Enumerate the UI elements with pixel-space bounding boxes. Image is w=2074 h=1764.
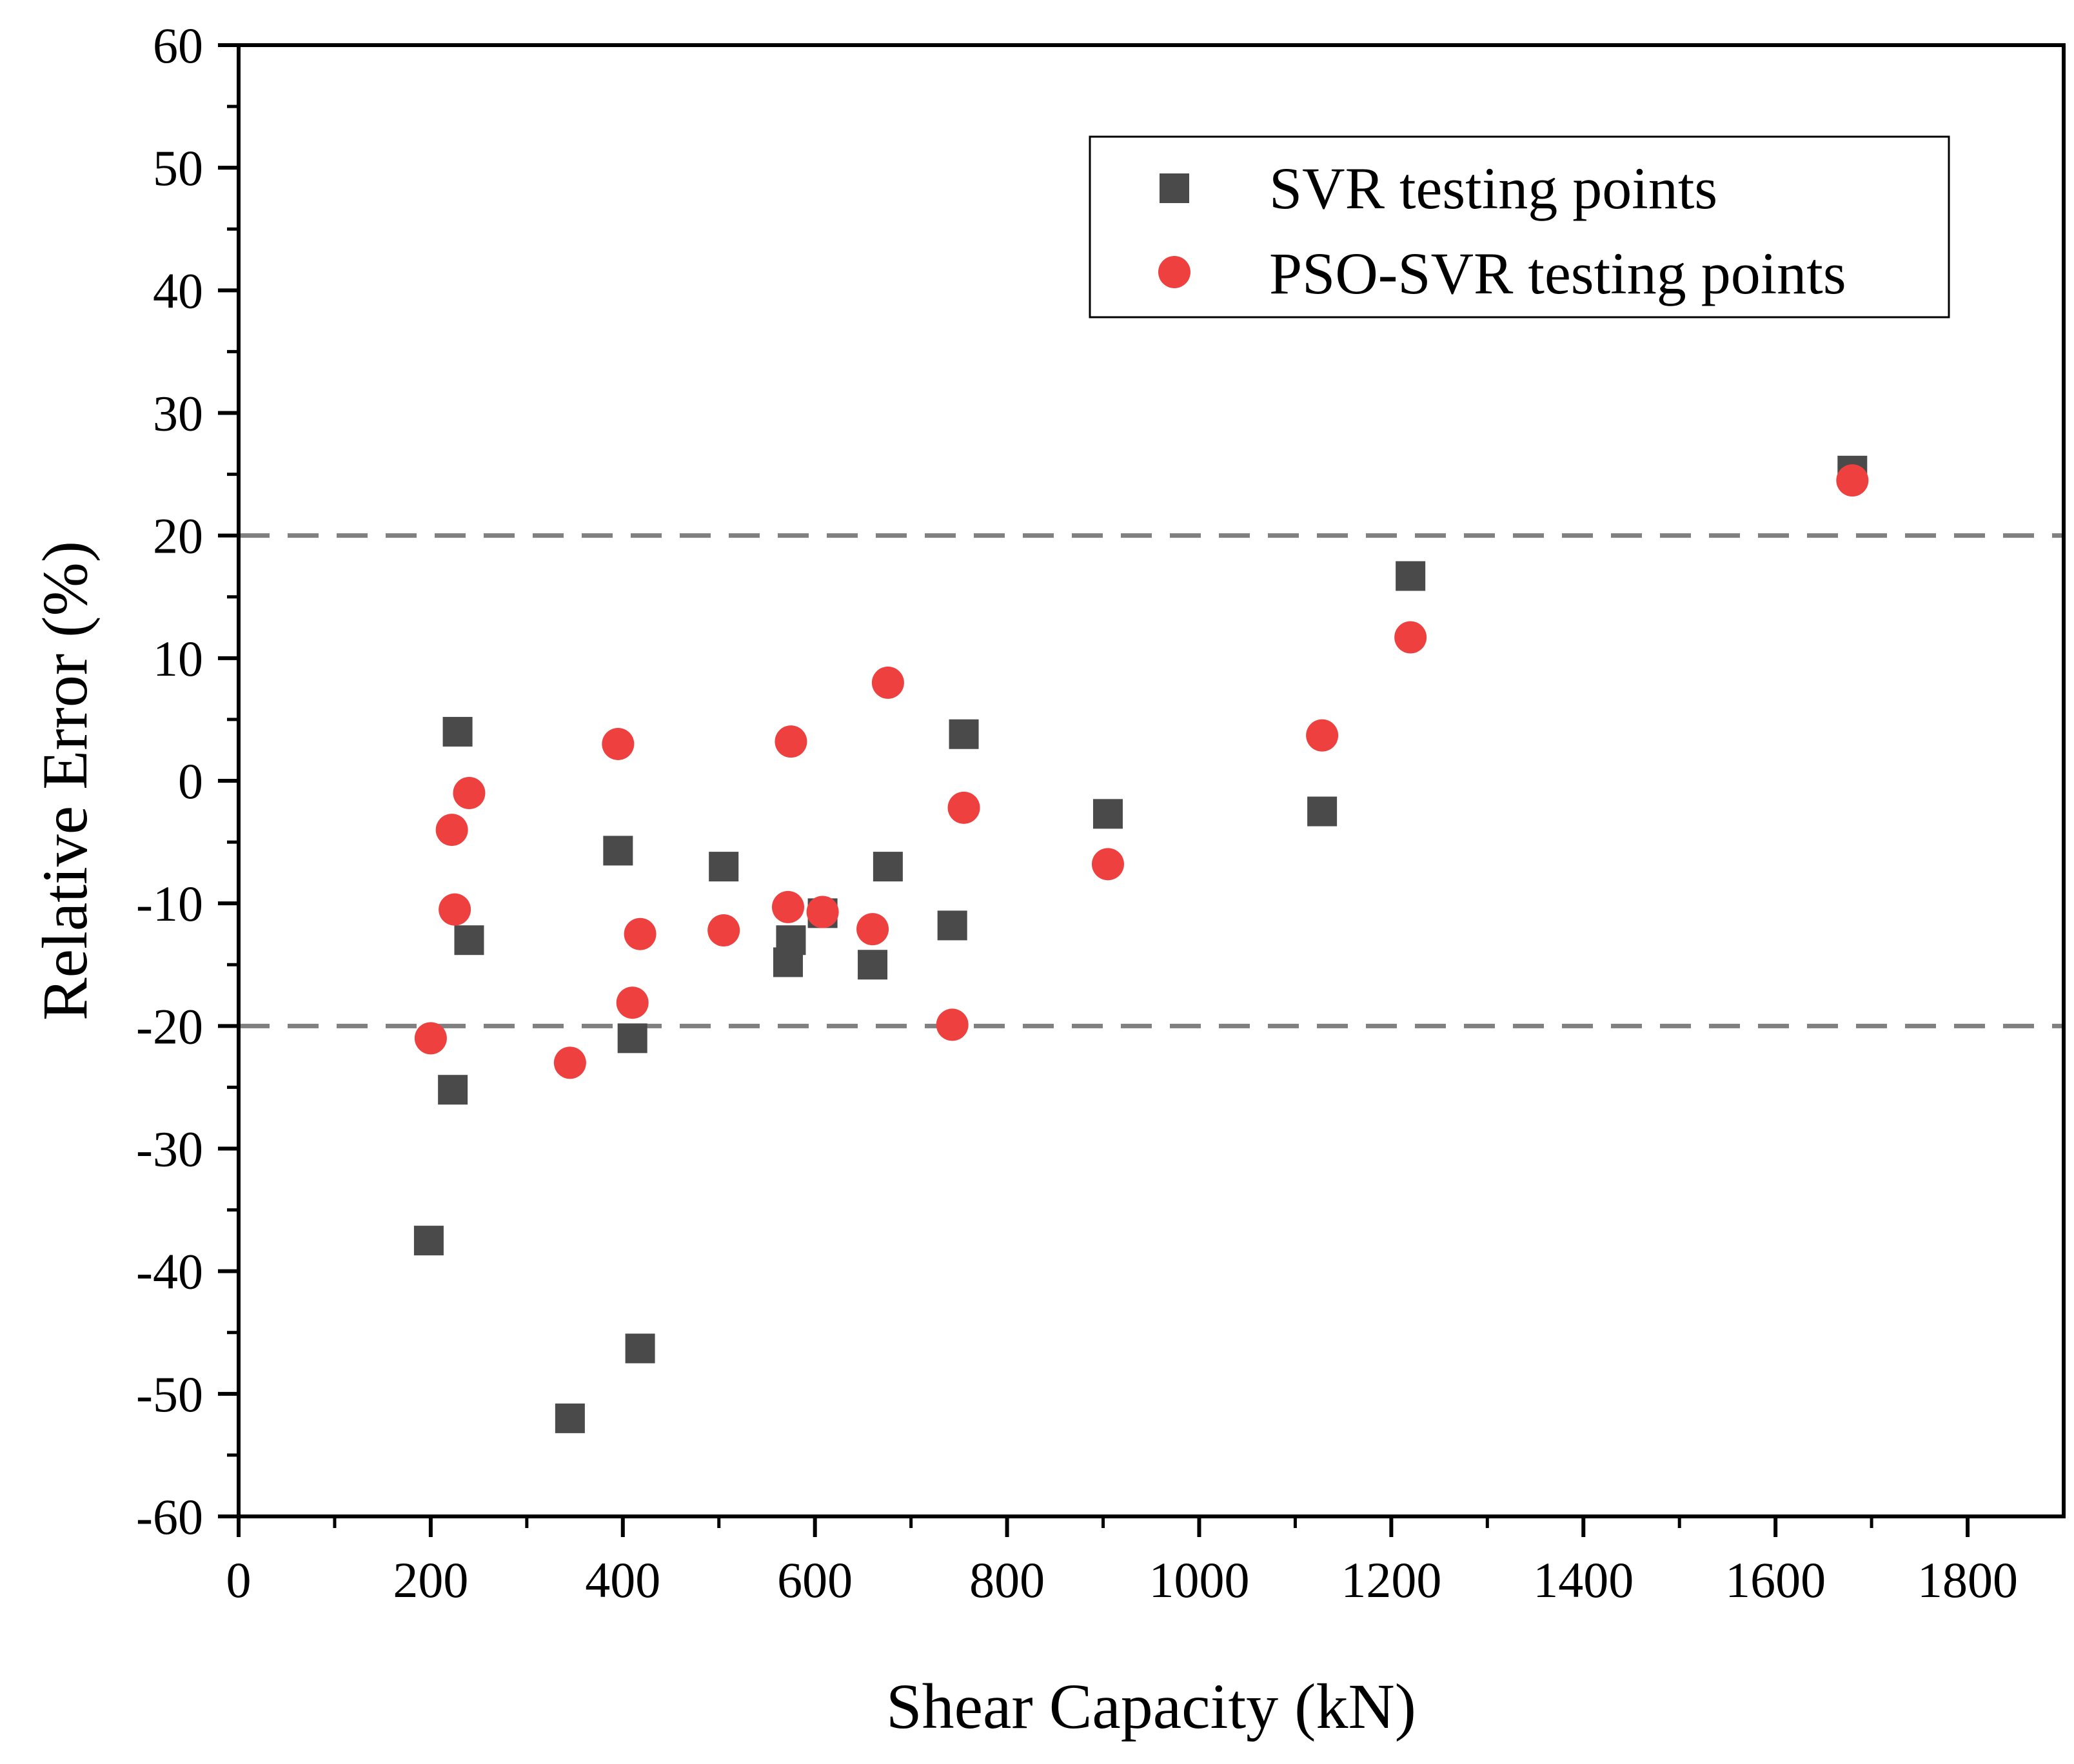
x-tick-label: 400	[585, 1552, 660, 1608]
pso-svr-point	[936, 1008, 969, 1041]
y-tick-label: 20	[153, 508, 203, 564]
y-tick-label: -60	[136, 1489, 203, 1545]
svr-point	[776, 925, 806, 956]
legend-label-pso-svr: PSO-SVR testing points	[1269, 240, 1846, 306]
pso-svr-point	[616, 986, 649, 1019]
x-tick-label: 600	[777, 1552, 853, 1608]
x-tick-label: 1800	[1917, 1552, 2018, 1608]
legend-box	[1089, 135, 1950, 318]
x-tick-label: 1200	[1341, 1552, 1441, 1608]
legend-marker-pso-svr	[1158, 256, 1190, 288]
pso-svr-point	[806, 896, 839, 928]
pso-svr-point	[435, 814, 468, 847]
svr-point	[617, 1023, 647, 1054]
x-tick-label: 1400	[1533, 1552, 1634, 1608]
svr-point	[603, 836, 633, 866]
svr-point	[709, 852, 739, 882]
axis-ticks: 0 200 400 600 800 1000 1200 1400 1600 1800-60-50-…	[136, 17, 2018, 1608]
y-tick-label: -40	[136, 1244, 203, 1300]
pso-svr-point	[624, 917, 657, 950]
pso-svr-point	[871, 666, 904, 699]
pso-svr-point	[856, 913, 889, 946]
x-tick-label: 800	[969, 1552, 1045, 1608]
y-tick-label: -10	[136, 876, 203, 932]
legend: SVR testing points PSO-SVR testing point…	[1089, 135, 1950, 318]
x-tick-label: 1000	[1149, 1552, 1249, 1608]
pso-svr-point	[947, 791, 980, 824]
pso-svr-point	[771, 890, 804, 923]
x-tick-label: 0	[226, 1552, 252, 1608]
y-tick-label: -20	[136, 998, 203, 1054]
pso-svr-point	[1394, 621, 1427, 654]
y-tick-label: 60	[153, 17, 203, 74]
svr-point	[858, 950, 888, 980]
pso-svr-point	[414, 1022, 447, 1055]
legend-marker-svr	[1160, 173, 1189, 203]
y-tick-label: 10	[153, 631, 203, 687]
svr-point	[873, 852, 903, 882]
data-points	[413, 455, 1869, 1433]
pso-svr-point	[553, 1046, 586, 1079]
x-axis-title: Shear Capacity (kN)	[886, 1671, 1416, 1742]
pso-svr-point	[1306, 719, 1339, 752]
x-tick-label: 1600	[1725, 1552, 1826, 1608]
svr-point	[1396, 561, 1426, 591]
x-tick-label: 200	[393, 1552, 468, 1608]
pso-svr-point	[1091, 848, 1124, 881]
svr-point	[413, 1226, 444, 1256]
svr-point	[438, 1075, 468, 1105]
reference-lines	[239, 533, 2064, 1028]
y-tick-label: 50	[153, 140, 203, 196]
y-tick-label: 0	[178, 753, 203, 809]
svr-point	[555, 1403, 585, 1433]
svr-point	[1307, 796, 1338, 827]
y-axis-title: Relative Error (%)	[29, 541, 101, 1021]
y-tick-label: -30	[136, 1121, 203, 1177]
pso-svr-point	[1836, 464, 1869, 497]
svr-point	[625, 1333, 655, 1364]
svr-point	[949, 719, 979, 749]
svr-point	[1092, 799, 1123, 829]
y-tick-label: -50	[136, 1366, 203, 1422]
pso-svr-point	[602, 727, 635, 760]
pso-svr-point	[453, 777, 486, 810]
svr-point	[454, 925, 484, 956]
svr-point	[937, 910, 967, 941]
svr-point	[442, 716, 473, 747]
legend-label-svr: SVR testing points	[1269, 155, 1717, 221]
y-tick-label: 30	[153, 386, 203, 442]
pso-svr-point	[439, 893, 471, 926]
pso-svr-point	[775, 725, 807, 758]
pso-svr-point	[707, 914, 740, 947]
y-tick-label: 40	[153, 262, 203, 318]
